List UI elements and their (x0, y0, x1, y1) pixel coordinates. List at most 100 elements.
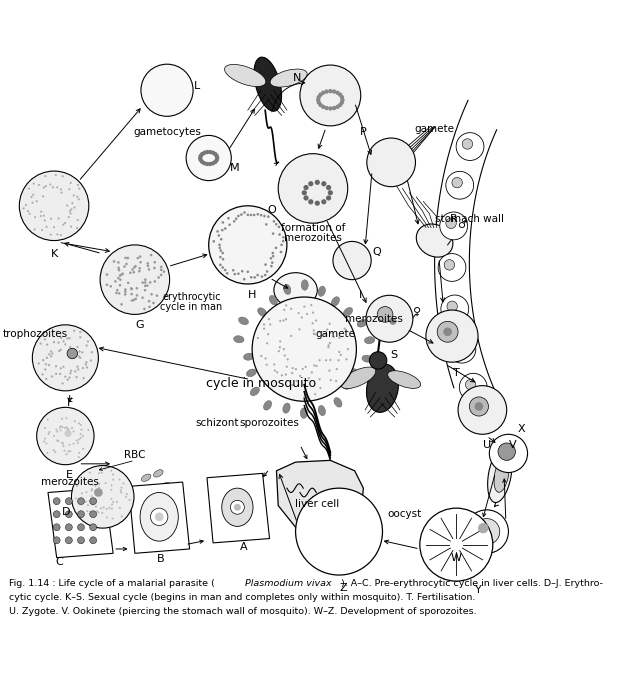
Ellipse shape (321, 506, 374, 566)
Circle shape (109, 517, 110, 519)
Circle shape (162, 281, 165, 284)
Circle shape (79, 497, 81, 499)
Circle shape (88, 492, 90, 494)
Circle shape (261, 210, 264, 213)
Circle shape (53, 510, 60, 518)
Circle shape (109, 505, 111, 507)
Circle shape (66, 510, 72, 518)
Text: cytic cycle. K–S. Sexual cycle (begins in man and completes only within mosquito: cytic cycle. K–S. Sexual cycle (begins i… (9, 594, 475, 602)
Circle shape (321, 356, 324, 358)
Circle shape (104, 505, 105, 507)
Circle shape (498, 443, 515, 460)
Ellipse shape (150, 88, 154, 90)
Circle shape (74, 344, 76, 346)
Circle shape (124, 300, 127, 303)
Ellipse shape (154, 470, 163, 477)
Circle shape (221, 238, 223, 240)
Circle shape (270, 320, 273, 322)
Circle shape (152, 259, 155, 261)
Circle shape (117, 258, 119, 260)
Circle shape (89, 362, 90, 364)
Circle shape (303, 366, 305, 368)
Circle shape (420, 508, 493, 581)
Circle shape (214, 233, 217, 236)
Ellipse shape (311, 85, 349, 115)
Circle shape (42, 227, 44, 229)
Ellipse shape (153, 83, 156, 85)
Circle shape (82, 442, 84, 444)
Circle shape (88, 357, 90, 359)
Circle shape (70, 190, 72, 192)
Circle shape (322, 335, 324, 337)
Circle shape (202, 150, 207, 155)
Circle shape (55, 450, 57, 452)
Circle shape (50, 370, 52, 372)
Circle shape (338, 103, 343, 107)
Circle shape (156, 274, 158, 277)
Ellipse shape (197, 148, 221, 168)
Circle shape (124, 272, 126, 275)
Circle shape (131, 271, 134, 274)
Circle shape (316, 95, 321, 100)
Text: Fig. 1.14 : Life cycle of a malarial parasite (: Fig. 1.14 : Life cycle of a malarial par… (9, 579, 215, 588)
Circle shape (288, 373, 290, 375)
Circle shape (263, 267, 266, 269)
Ellipse shape (351, 301, 360, 309)
Circle shape (47, 418, 49, 420)
Text: W: W (451, 552, 462, 563)
Circle shape (321, 351, 323, 353)
Circle shape (76, 429, 79, 431)
Circle shape (337, 359, 339, 361)
Ellipse shape (153, 95, 156, 98)
Circle shape (437, 322, 458, 342)
Circle shape (56, 441, 59, 443)
Circle shape (112, 297, 114, 300)
Circle shape (155, 268, 158, 271)
Circle shape (53, 365, 56, 367)
Circle shape (332, 106, 336, 110)
Circle shape (75, 369, 77, 371)
Ellipse shape (254, 57, 281, 111)
Circle shape (338, 93, 343, 97)
Circle shape (87, 438, 89, 440)
Circle shape (284, 368, 286, 370)
Circle shape (99, 513, 101, 515)
Circle shape (261, 335, 263, 337)
Circle shape (293, 308, 296, 311)
Circle shape (211, 161, 215, 166)
Circle shape (85, 366, 87, 368)
Circle shape (134, 288, 137, 290)
Circle shape (326, 195, 331, 201)
Text: gamete: gamete (316, 329, 356, 339)
Circle shape (339, 317, 341, 319)
Circle shape (101, 511, 104, 513)
Text: formation of: formation of (281, 223, 345, 232)
Ellipse shape (158, 80, 162, 82)
Circle shape (160, 286, 163, 289)
Circle shape (67, 179, 70, 181)
Circle shape (53, 369, 56, 372)
Circle shape (47, 191, 49, 193)
Circle shape (103, 273, 105, 275)
Circle shape (213, 152, 217, 156)
Text: F: F (67, 398, 73, 408)
Circle shape (57, 344, 59, 346)
Ellipse shape (221, 232, 234, 243)
Circle shape (100, 245, 170, 315)
Circle shape (335, 91, 339, 95)
Ellipse shape (158, 98, 162, 101)
Text: gametocytes: gametocytes (133, 127, 201, 137)
Circle shape (290, 315, 292, 318)
Circle shape (300, 311, 303, 313)
Circle shape (286, 352, 288, 354)
Circle shape (40, 207, 42, 210)
Text: A: A (240, 542, 247, 552)
Circle shape (367, 138, 416, 187)
Circle shape (227, 226, 230, 229)
Circle shape (253, 212, 256, 215)
Circle shape (303, 195, 309, 201)
Circle shape (73, 229, 75, 232)
Circle shape (88, 374, 90, 376)
Ellipse shape (248, 322, 258, 329)
Circle shape (314, 201, 320, 206)
